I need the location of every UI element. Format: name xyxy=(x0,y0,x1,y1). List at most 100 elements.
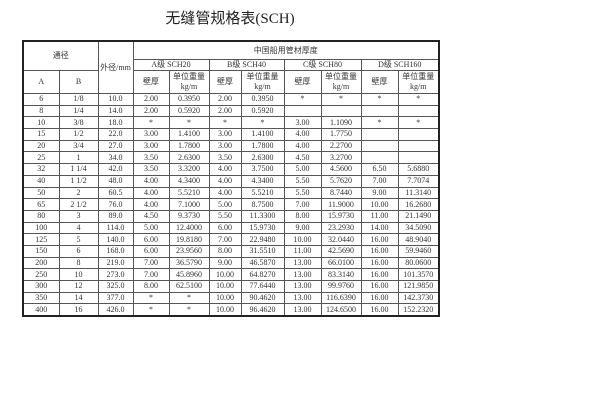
table-cell: 3.7500 xyxy=(240,163,285,176)
table-cell: 5.50 xyxy=(208,209,242,223)
table-cell: 14 xyxy=(58,291,99,305)
table-cell: 9.00 xyxy=(360,186,399,200)
table-cell: 350 xyxy=(22,291,60,305)
table-cell: 13.00 xyxy=(283,280,322,293)
table-cell: 4.3400 xyxy=(240,174,285,188)
table-cell: 152.2320 xyxy=(397,303,440,317)
table-cell: 200 xyxy=(22,256,60,270)
table-cell: 7.00 xyxy=(208,233,242,246)
table-cell: 5.50 xyxy=(283,186,322,200)
table-cell: 83.3140 xyxy=(320,268,362,281)
table-cell: * xyxy=(168,303,210,317)
table-cell: 16.00 xyxy=(360,280,399,293)
table-cell: 100 xyxy=(22,221,60,235)
table-cell: 1 1/2 xyxy=(58,174,99,188)
table-cell xyxy=(360,128,399,141)
grade-a-header: A级 SCH20 xyxy=(132,59,210,71)
table-cell: 27.0 xyxy=(97,139,134,153)
table-cell: 140.0 xyxy=(97,233,134,246)
table-cell: 150 xyxy=(22,244,60,258)
table-cell: 1.7800 xyxy=(168,139,210,153)
table-cell: 7.00 xyxy=(283,198,322,211)
table-cell: 21.1490 xyxy=(397,209,440,223)
table-cell: 15.9730 xyxy=(320,209,362,223)
table-cell: 5.00 xyxy=(283,163,322,176)
table-cell: 6.00 xyxy=(132,244,170,258)
table-cell: 1 xyxy=(58,151,99,165)
table-cell: 16.00 xyxy=(360,303,399,317)
table-row: 400 16 426.0 * * 10.00 96.4620 13.00 124.6500 16.… xyxy=(22,303,440,317)
table-cell: 9.00 xyxy=(283,221,322,235)
table-cell: 2.00 xyxy=(208,93,242,106)
table-cell: 0.5920 xyxy=(168,104,210,118)
table-cell: 5.5210 xyxy=(168,186,210,200)
table-cell: * xyxy=(132,303,170,317)
table-cell: 66.0100 xyxy=(320,256,362,270)
wall-header: 壁厚 xyxy=(283,70,322,94)
table-cell: 4.5600 xyxy=(320,163,362,176)
table-cell: 31.5510 xyxy=(240,244,285,258)
table-cell: 9.3730 xyxy=(168,209,210,223)
table-cell: 8.00 xyxy=(132,280,170,293)
table-cell: 13.00 xyxy=(283,291,322,305)
table-cell: 3 xyxy=(58,209,99,223)
table-cell: 300 xyxy=(22,280,60,293)
table-cell: 23.2930 xyxy=(320,221,362,235)
table-cell: 13.00 xyxy=(283,268,322,281)
table-cell: 3.2700 xyxy=(320,151,362,165)
table-cell: 16 xyxy=(58,303,99,317)
table-row: 15 1/2 22.0 3.00 1.4100 3.00 1.4100 4.00 1.7750 xyxy=(22,128,440,141)
table-cell: 6 xyxy=(22,93,60,106)
table-cell: 48.9040 xyxy=(397,233,440,246)
table-cell: 6.00 xyxy=(208,221,242,235)
group-header: 中国船用管材厚度 xyxy=(132,40,440,60)
table-cell: 96.4620 xyxy=(240,303,285,317)
table-cell: 48.0 xyxy=(97,174,134,188)
table-cell xyxy=(360,139,399,153)
table-cell: 23.9560 xyxy=(168,244,210,258)
table-cell: 10.00 xyxy=(360,198,399,211)
table-cell: 10.0 xyxy=(97,93,134,106)
table-cell: 80.0600 xyxy=(397,256,440,270)
table-cell: * xyxy=(168,116,210,130)
table-cell: 16.00 xyxy=(360,256,399,270)
table-cell: 42.0 xyxy=(97,163,134,176)
table-cell: 8 xyxy=(58,256,99,270)
weight-header: 单位重量 kg/m xyxy=(320,70,362,94)
table-cell: 15 xyxy=(22,128,60,141)
table-cell: 4.00 xyxy=(132,186,170,200)
table-cell: 4.50 xyxy=(132,209,170,223)
table-cell: 77.6440 xyxy=(240,280,285,293)
table-cell: 5.5210 xyxy=(240,186,285,200)
table-cell: 1.4100 xyxy=(168,128,210,141)
table-cell: 4.00 xyxy=(208,163,242,176)
table-cell: 8.00 xyxy=(208,244,242,258)
table-cell: 10.00 xyxy=(208,303,242,317)
table-cell: 5.00 xyxy=(132,221,170,235)
table-cell: 124.6500 xyxy=(320,303,362,317)
weight-header: 单位重量 kg/m xyxy=(397,70,440,94)
table-cell: 5.00 xyxy=(208,198,242,211)
table-row: 200 8 219.0 7.00 36.5790 9.00 46.5870 13.00 66.0… xyxy=(22,256,440,270)
table-cell: 10.00 xyxy=(208,268,242,281)
table-cell: 10 xyxy=(58,268,99,281)
table-cell: 12.4000 xyxy=(168,221,210,235)
nominal-header: 通径 xyxy=(22,40,99,71)
wall-header: 壁厚 xyxy=(360,70,399,94)
table-cell: 15.9730 xyxy=(240,221,285,235)
table-cell: 2.00 xyxy=(208,104,242,118)
table-cell: 65 xyxy=(22,198,60,211)
table-cell: 20 xyxy=(22,139,60,153)
table-cell: 3.50 xyxy=(132,163,170,176)
table-cell: 3.00 xyxy=(283,116,322,130)
table-cell: 45.8960 xyxy=(168,268,210,281)
table-cell: * xyxy=(132,291,170,305)
table-cell: 7.00 xyxy=(132,268,170,281)
table-cell: 11.00 xyxy=(283,244,322,258)
table-cell: 11.00 xyxy=(360,209,399,223)
table-cell: 5.50 xyxy=(283,174,322,188)
table-cell: 89.0 xyxy=(97,209,134,223)
table-cell: 1.7800 xyxy=(240,139,285,153)
table-row: 6 1/8 10.0 2.00 0.3950 2.00 0.3950 * * * * xyxy=(22,93,440,106)
table-cell: 325.0 xyxy=(97,280,134,293)
